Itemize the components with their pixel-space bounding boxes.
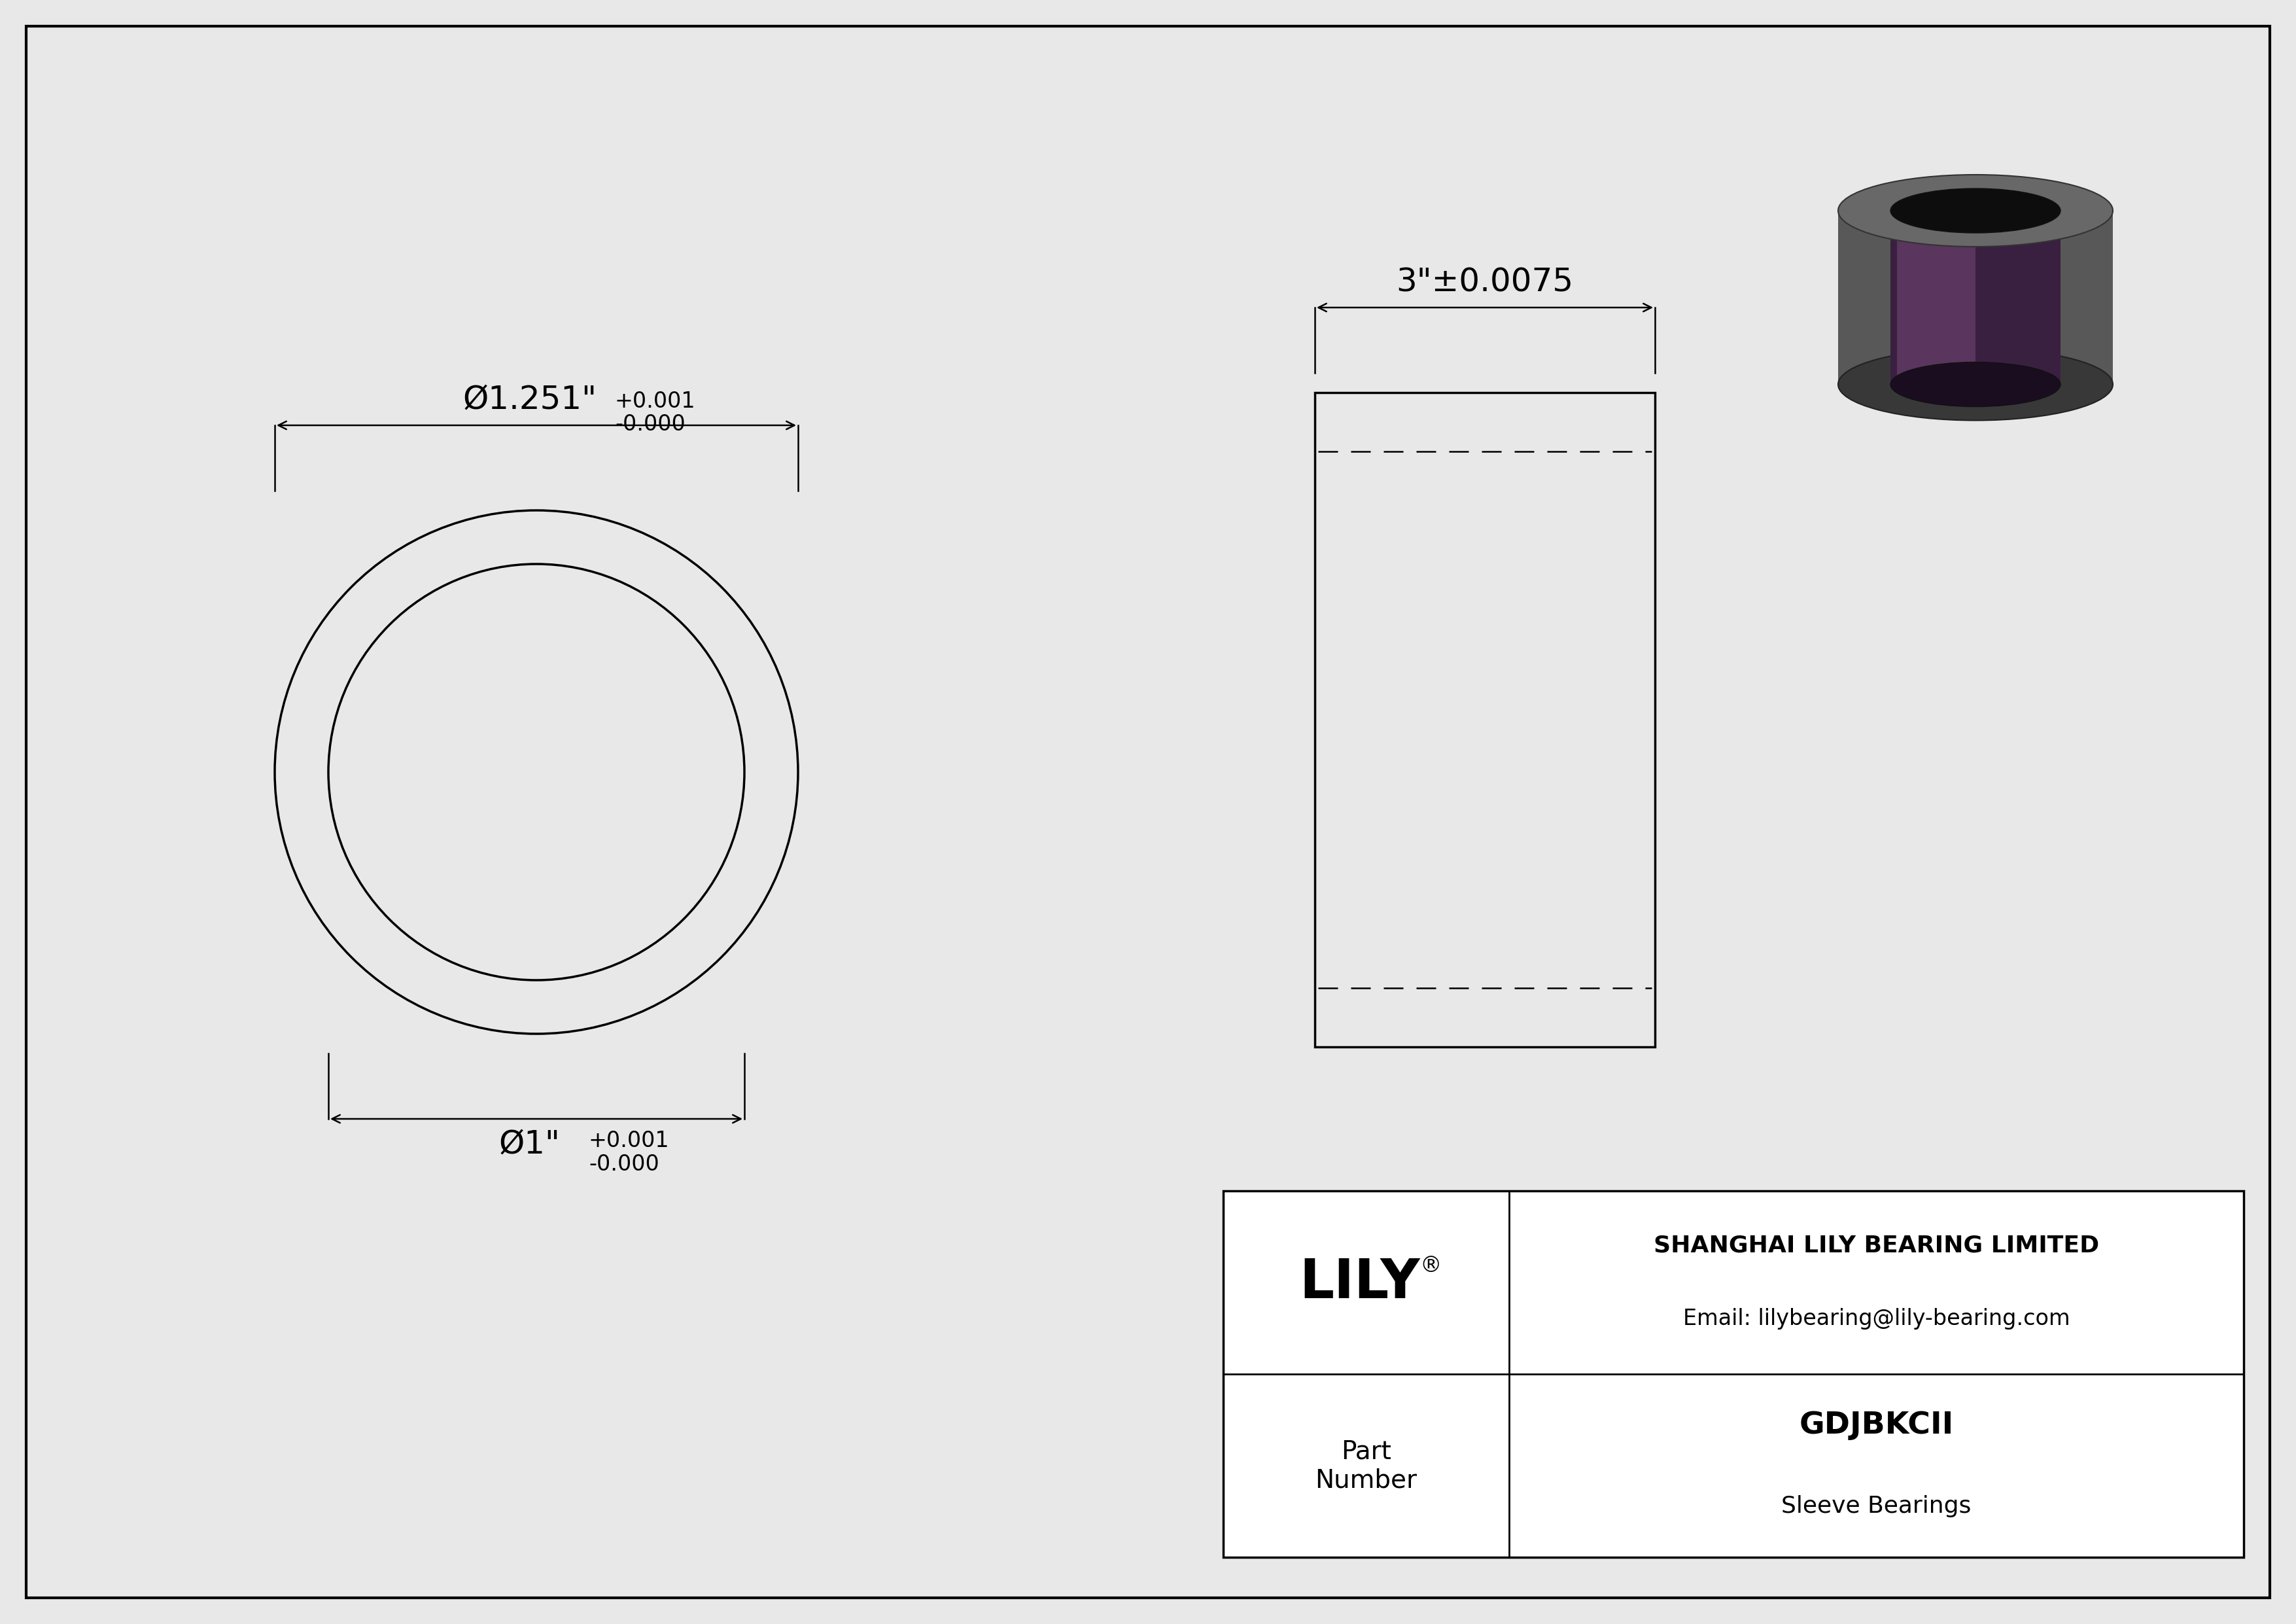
Text: Part
Number: Part Number: [1316, 1439, 1417, 1492]
Text: GDJBKCII: GDJBKCII: [1800, 1411, 1954, 1440]
Text: LILY: LILY: [1300, 1255, 1419, 1309]
Ellipse shape: [1890, 188, 2060, 232]
Text: Sleeve Bearings: Sleeve Bearings: [1782, 1494, 1972, 1517]
Text: 3"±0.0075: 3"±0.0075: [1396, 266, 1573, 297]
Text: -0.000: -0.000: [588, 1153, 659, 1176]
Text: Ø1": Ø1": [498, 1129, 560, 1160]
Text: +0.001: +0.001: [588, 1130, 670, 1151]
Ellipse shape: [1839, 175, 2112, 247]
Bar: [1316, 393, 1655, 1047]
Text: Ø1.251": Ø1.251": [464, 385, 597, 416]
Bar: [1890, 214, 2060, 385]
Ellipse shape: [1890, 362, 2060, 406]
Text: ®: ®: [1419, 1255, 1442, 1276]
Ellipse shape: [1839, 349, 2112, 421]
FancyBboxPatch shape: [1839, 211, 2112, 380]
Text: +0.001: +0.001: [615, 391, 696, 412]
Text: SHANGHAI LILY BEARING LIMITED: SHANGHAI LILY BEARING LIMITED: [1653, 1234, 2099, 1257]
Bar: [1896, 214, 1975, 385]
Text: Email: lilybearing@lily-bearing.com: Email: lilybearing@lily-bearing.com: [1683, 1309, 2069, 1330]
Text: -0.000: -0.000: [615, 414, 687, 435]
Bar: [1224, 1190, 2243, 1557]
